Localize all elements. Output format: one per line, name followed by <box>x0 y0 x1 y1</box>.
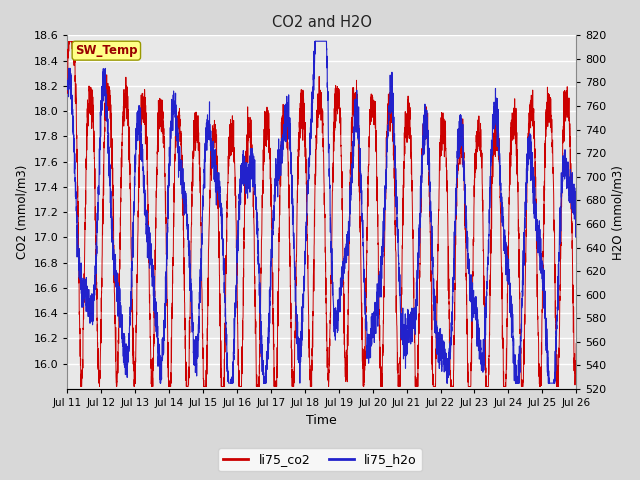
Y-axis label: H2O (mmol/m3): H2O (mmol/m3) <box>612 165 625 260</box>
Title: CO2 and H2O: CO2 and H2O <box>272 15 372 30</box>
Y-axis label: CO2 (mmol/m3): CO2 (mmol/m3) <box>15 165 28 259</box>
Legend: li75_co2, li75_h2o: li75_co2, li75_h2o <box>218 448 422 471</box>
X-axis label: Time: Time <box>307 414 337 427</box>
Text: SW_Temp: SW_Temp <box>75 44 138 57</box>
